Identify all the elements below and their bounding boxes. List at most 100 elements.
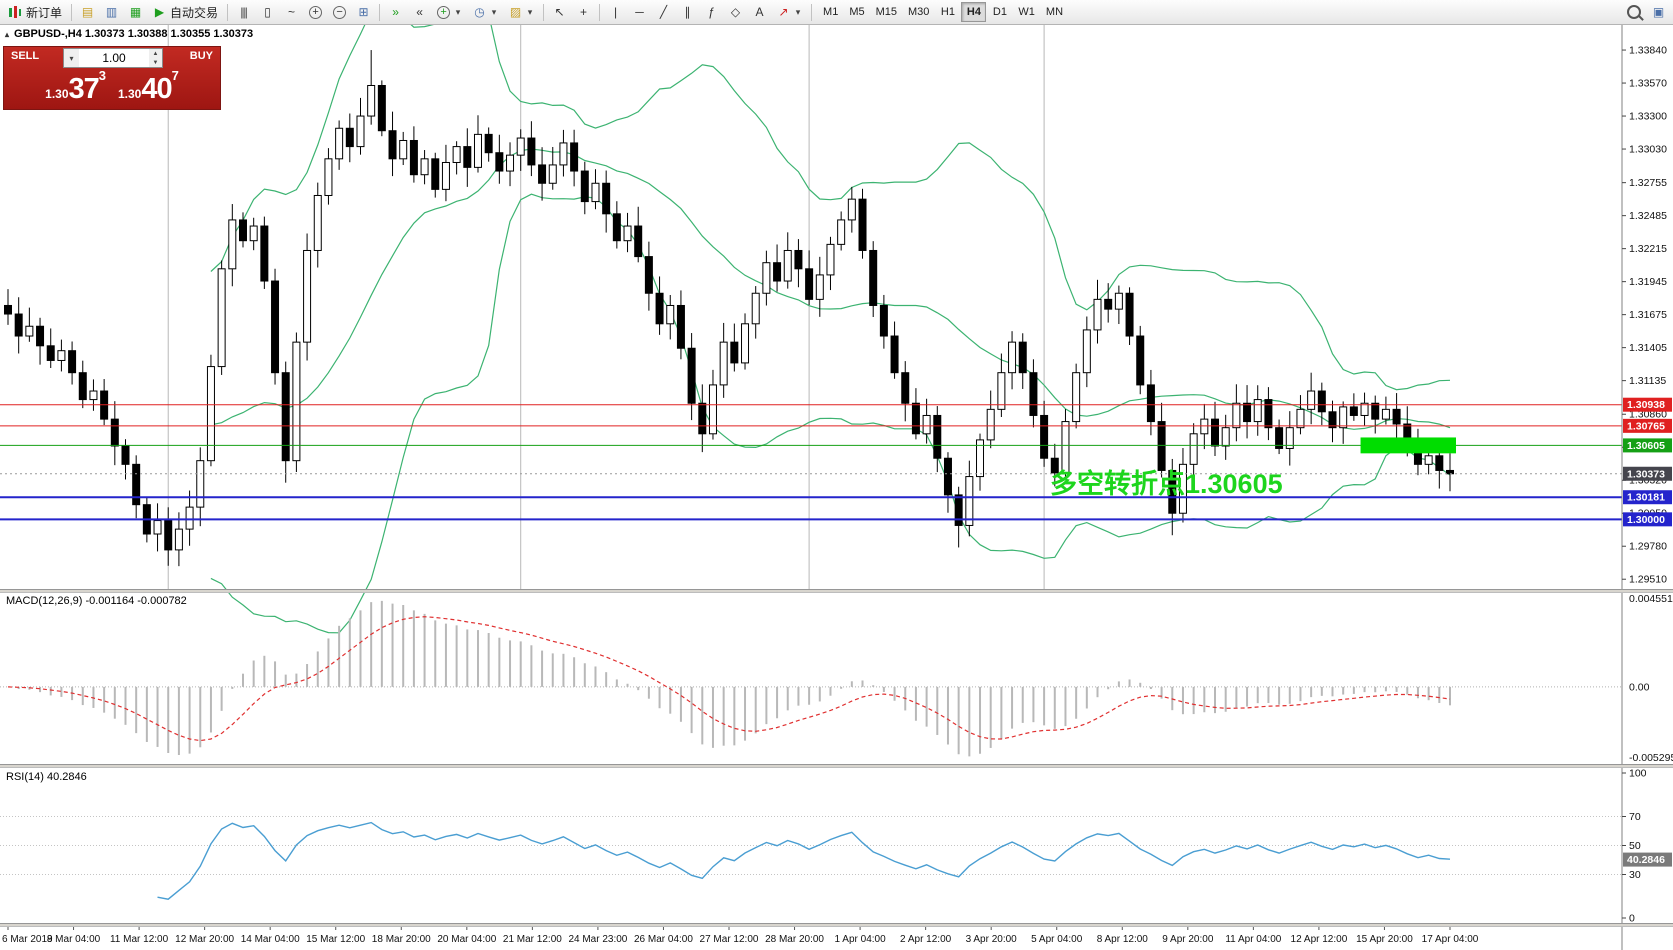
- price-tick-label: 1.32215: [1629, 243, 1667, 255]
- auto-trading-button[interactable]: ▶ 自动交易: [148, 2, 223, 23]
- timeframe-m15-button[interactable]: M15: [871, 2, 902, 22]
- time-axis-label: 1 Apr 04:00: [835, 934, 887, 945]
- time-axis-label: 8 Apr 12:00: [1097, 934, 1149, 945]
- timeframe-h1-button[interactable]: H1: [935, 2, 960, 22]
- sell-button[interactable]: SELL 1.30373: [4, 47, 112, 109]
- line-chart-button[interactable]: ~: [280, 2, 303, 23]
- scale-badge-label: 1.30938: [1627, 399, 1665, 411]
- templates-button[interactable]: ▨ ▾: [504, 2, 539, 23]
- scale-badge: [1623, 490, 1672, 505]
- chevron-down-icon: ▾: [527, 6, 533, 17]
- trendline-button[interactable]: ╱: [652, 2, 675, 23]
- pane-separator[interactable]: [0, 764, 1673, 768]
- scale-badge: [1623, 418, 1672, 433]
- price-tick-label: 1.31405: [1629, 342, 1667, 354]
- data-window-button[interactable]: ▥: [100, 2, 123, 23]
- arrows-button[interactable]: ↗ ▾: [772, 2, 807, 23]
- sell-label: SELL: [11, 50, 40, 62]
- price-tick-label: 1.33030: [1629, 144, 1667, 156]
- price-tick-label: 1.29510: [1629, 574, 1667, 586]
- scale-badge-label: 1.30181: [1627, 492, 1665, 504]
- timeframe-m1-button[interactable]: M1: [818, 2, 843, 22]
- search-button[interactable]: [1622, 2, 1646, 23]
- scale-badge: [1623, 466, 1672, 481]
- new-order-button[interactable]: 新订单: [3, 2, 67, 23]
- timeframe-m5-button[interactable]: M5: [844, 2, 869, 22]
- timeframe-m30-button[interactable]: M30: [903, 2, 934, 22]
- shapes-button[interactable]: ◇: [724, 2, 747, 23]
- sell-price-big: 37: [68, 73, 100, 105]
- scale-badge-label: 1.30000: [1627, 514, 1665, 526]
- toolbar-separator: [599, 3, 601, 21]
- horizontal-line-icon: ─: [635, 4, 644, 19]
- panels-button[interactable]: ▣: [1647, 2, 1670, 23]
- bar-chart-button[interactable]: |||: [232, 2, 255, 23]
- cursor-button[interactable]: ↖: [548, 2, 571, 23]
- collapse-icon[interactable]: ▴: [5, 29, 10, 39]
- market-watch-button[interactable]: ▤: [76, 2, 99, 23]
- volume-up-button[interactable]: ▲: [149, 49, 162, 58]
- pane-separator[interactable]: [0, 923, 1673, 927]
- volume-input[interactable]: [79, 49, 149, 67]
- indicators-button[interactable]: + ▾: [432, 2, 467, 23]
- vertical-line-button[interactable]: |: [604, 2, 627, 23]
- grid-button[interactable]: ⊞: [352, 2, 375, 23]
- time-axis-label: 15 Mar 12:00: [306, 934, 365, 945]
- price-tick-label: 1.29780: [1629, 541, 1667, 553]
- channel-button[interactable]: ∥: [676, 2, 699, 23]
- scale-badge: [1623, 512, 1672, 527]
- text-label-button[interactable]: A: [748, 2, 771, 23]
- toolbar-separator: [227, 3, 229, 21]
- timeframe-d1-button[interactable]: D1: [987, 2, 1012, 22]
- auto-scroll-button[interactable]: »: [384, 2, 407, 23]
- scale-badge: [1623, 852, 1672, 867]
- zoom-in-button[interactable]: +: [304, 2, 327, 23]
- price-tick-label: 1.33840: [1629, 45, 1667, 57]
- chart-shift-button[interactable]: «: [408, 2, 431, 23]
- navigator-button[interactable]: ▦: [124, 2, 147, 23]
- rsi-label: RSI(14) 40.2846: [6, 771, 87, 783]
- fibonacci-button[interactable]: ƒ: [700, 2, 723, 23]
- clock-icon: ◷: [474, 4, 485, 19]
- time-axis-label: 18 Mar 20:00: [372, 934, 431, 945]
- volume-control: ▾ ▲ ▼: [63, 48, 163, 68]
- buy-price-sup: 7: [171, 68, 179, 83]
- timeframe-h4-button[interactable]: H4: [961, 2, 987, 22]
- text-icon: A: [755, 4, 764, 19]
- time-axis-label: 8 Mar 04:00: [47, 934, 101, 945]
- symbol-header: ▴ GBPUSD-,H4 1.30373 1.30388 1.30355 1.3…: [5, 28, 253, 40]
- timeframe-w1-button[interactable]: W1: [1013, 2, 1040, 22]
- pane-separator[interactable]: [0, 589, 1673, 593]
- candlesticks: [4, 50, 1454, 567]
- chart-annotation-text[interactable]: 多空转折点1.30605: [1050, 469, 1283, 499]
- volume-down-button[interactable]: ▼: [149, 58, 162, 67]
- scale-badge: [1623, 438, 1672, 453]
- zoom-out-button[interactable]: −: [328, 2, 351, 23]
- chevron-down-icon: ▾: [491, 6, 497, 17]
- timeframe-group: M1 M5 M15 M30 H1 H4 D1 W1 MN: [818, 2, 1068, 22]
- buy-price-small: 1.30: [118, 87, 142, 101]
- horizontal-line-button[interactable]: ─: [628, 2, 651, 23]
- time-axis-label: 9 Apr 20:00: [1162, 934, 1214, 945]
- timeframe-mn-button[interactable]: MN: [1041, 2, 1068, 22]
- zoom-out-icon: −: [333, 5, 347, 19]
- crosshair-button[interactable]: +: [572, 2, 595, 23]
- periods-button[interactable]: ◷ ▾: [468, 2, 503, 23]
- time-axis-label: 24 Mar 23:00: [568, 934, 627, 945]
- highlight-rectangle[interactable]: [1360, 437, 1456, 454]
- one-click-trading-panel: SELL 1.30373 BUY 1.30407 ▾ ▲ ▼: [3, 46, 221, 110]
- time-axis-label: 2 Apr 12:00: [900, 934, 952, 945]
- rsi-scale-label: 50: [1629, 840, 1641, 852]
- rsi-scale-label: 0: [1629, 913, 1635, 925]
- candlestick-icon: ▯: [264, 4, 271, 19]
- candlestick-chart-button[interactable]: ▯: [256, 2, 279, 23]
- macd-scale-bottom: -0.005295: [1629, 752, 1673, 764]
- scale-badge-label: 40.2846: [1627, 854, 1665, 866]
- volume-dropdown-button[interactable]: ▾: [64, 49, 79, 67]
- navigator-icon: ▦: [129, 4, 142, 19]
- time-axis-label: 3 Apr 20:00: [966, 934, 1018, 945]
- time-axis-label: 21 Mar 12:00: [503, 934, 562, 945]
- time-axis-label: 15 Apr 20:00: [1356, 934, 1413, 945]
- rsi-scale-label: 70: [1629, 811, 1641, 823]
